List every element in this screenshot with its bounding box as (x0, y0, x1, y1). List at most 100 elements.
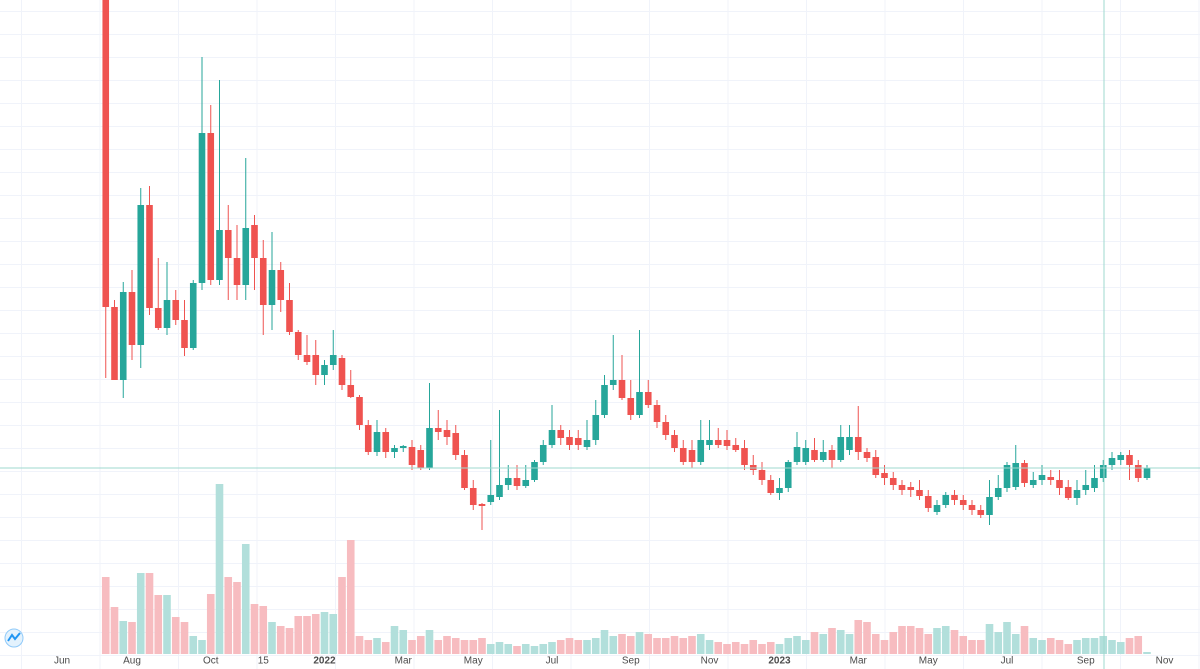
volume-bar (364, 640, 373, 654)
volume-bar (303, 616, 311, 654)
volume-bar (941, 626, 950, 654)
candle-body (872, 457, 880, 475)
candle-body (951, 495, 958, 500)
candle-body (548, 430, 556, 445)
volume-bar (766, 642, 775, 654)
candle-body (688, 450, 696, 462)
candle-body (452, 433, 460, 455)
volume-bar (688, 636, 696, 654)
candle-body (1012, 463, 1020, 487)
candle-body (986, 497, 993, 515)
volume-bar (889, 632, 898, 654)
volume-bar (749, 640, 758, 654)
candle-body (434, 428, 442, 432)
candle-body (347, 385, 355, 397)
candle-body (784, 462, 792, 488)
volume-bar (994, 632, 1003, 654)
candle-body (102, 0, 110, 307)
volume-bar (845, 634, 854, 654)
x-tick-label: Jun (54, 656, 70, 667)
logo[interactable] (4, 628, 24, 648)
volume-bar (653, 638, 661, 654)
x-tick-label: Jul (1001, 656, 1014, 667)
x-tick-label: Mar (850, 656, 868, 667)
volume-bar (478, 638, 486, 654)
volume-bar (705, 640, 714, 654)
volume-bar (486, 644, 495, 654)
candle-body (653, 405, 661, 422)
candle-body (408, 447, 416, 465)
volume-bar (950, 630, 959, 654)
x-tick-label: Oct (203, 656, 219, 667)
candle-body (592, 415, 600, 440)
candle-body (959, 500, 967, 505)
volume-bar (1116, 642, 1125, 654)
candle-body (391, 448, 398, 452)
candle-body (574, 438, 582, 445)
candle-body (426, 428, 433, 468)
candle-body (1091, 478, 1098, 488)
candle-body (671, 435, 678, 448)
volume-bar (250, 604, 259, 654)
candle-body (1038, 475, 1046, 480)
x-tick-label: May (919, 656, 938, 667)
x-tick-label: 2022 (313, 656, 336, 667)
candle-body (776, 488, 783, 493)
candle-body (286, 300, 293, 332)
candle-body (933, 505, 941, 512)
candle-body (1134, 465, 1142, 478)
volume-bar (1143, 652, 1151, 654)
volume-bar (539, 644, 548, 654)
candle-body (522, 480, 530, 486)
volume-bar (644, 634, 653, 654)
volume-bar (180, 622, 189, 654)
candle-body (539, 445, 547, 462)
volume-bar (906, 626, 915, 654)
volume-bar (355, 636, 364, 654)
volume-bar (731, 642, 740, 654)
candle-body (417, 450, 425, 468)
candle-body (216, 230, 223, 280)
candle-body (128, 292, 136, 345)
candle-body (1064, 487, 1072, 498)
logo-icon[interactable] (7, 632, 21, 642)
volume-bar (460, 640, 469, 654)
candle-body (819, 452, 827, 460)
candle-body (837, 437, 845, 460)
candle-body (496, 485, 503, 497)
candle-body (697, 440, 705, 462)
volume-bar (670, 636, 679, 654)
volume-bar (1029, 638, 1038, 654)
volume-bar (189, 636, 198, 654)
candle-body (907, 487, 915, 490)
candle-body (373, 432, 381, 452)
volume-bar (504, 644, 513, 654)
candle-body (531, 462, 538, 480)
volume-bar (311, 614, 320, 654)
volume-bar (233, 582, 241, 654)
volume-bar (268, 622, 276, 654)
candle-body (478, 504, 486, 506)
candle-body (364, 425, 372, 452)
volume-bar (373, 638, 381, 654)
candle-body (163, 300, 171, 328)
candle-body (1082, 485, 1090, 490)
candle-body (811, 450, 818, 460)
volume-bar (145, 573, 154, 654)
volume-bar (154, 595, 163, 654)
x-tick-label: May (464, 656, 483, 667)
candle-body (898, 485, 906, 490)
marks (101, 0, 1151, 654)
volume-bar (915, 628, 924, 654)
volume-bar (635, 632, 644, 654)
volume-bar (530, 646, 539, 654)
candle-body (277, 270, 285, 300)
candle-body (1108, 458, 1116, 465)
candle-body (1073, 490, 1081, 498)
volume-bar (591, 638, 600, 654)
volume-bar (583, 640, 591, 654)
candle-body (889, 478, 897, 485)
volume-bar (416, 636, 425, 654)
volume-bar (128, 622, 136, 654)
volume-bar (1073, 640, 1081, 654)
